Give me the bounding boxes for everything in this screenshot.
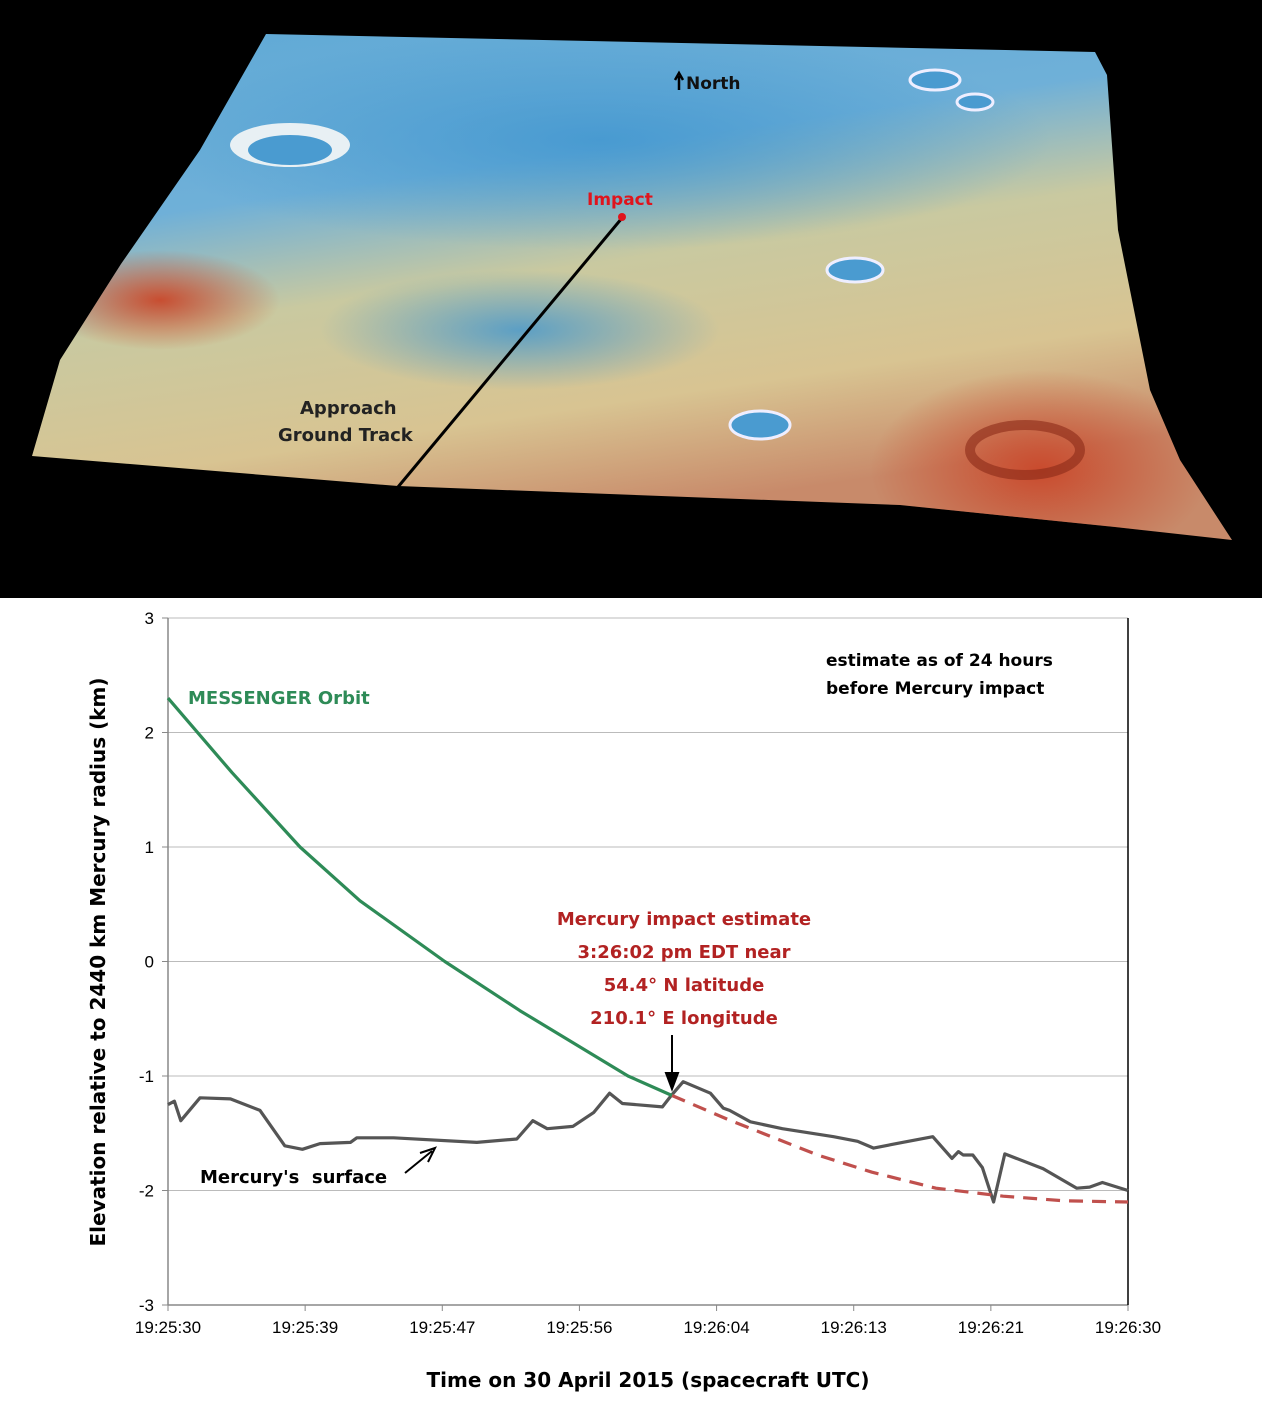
y-tick-label: 2 <box>145 724 154 743</box>
impact-label: Impact <box>587 190 653 210</box>
y-axis-title: Elevation relative to 2440 km Mercury ra… <box>86 677 110 1246</box>
impact-annotation-1: Mercury impact estimate <box>557 909 811 930</box>
y-tick-label: 3 <box>145 609 154 628</box>
track-label-line2: Ground Track <box>278 425 414 446</box>
x-tick-label: 19:26:21 <box>958 1318 1024 1337</box>
terrain-image: Impact North Approach Ground Track <box>0 0 1262 598</box>
x-tick-label: 19:25:39 <box>272 1318 338 1337</box>
y-tick-label: 0 <box>145 953 154 972</box>
impact-point-marker <box>618 213 626 221</box>
north-arrow-icon <box>673 70 685 90</box>
legend-messenger-orbit: MESSENGER Orbit <box>188 688 370 709</box>
terrain-svg: Impact North Approach Ground Track <box>32 34 1232 540</box>
track-label-line1: Approach <box>300 398 397 419</box>
impact-annotation-4: 210.1° E longitude <box>590 1008 778 1029</box>
x-tick-label: 19:26:04 <box>683 1318 749 1337</box>
north-label: North <box>686 74 741 94</box>
impact-arrow <box>664 1035 680 1092</box>
x-axis-title: Time on 30 April 2015 (spacecraft UTC) <box>427 1368 870 1392</box>
impact-annotation-3: 54.4° N latitude <box>604 975 765 996</box>
series-lines <box>166 697 1129 1204</box>
impact-annotation-2: 3:26:02 pm EDT near <box>577 942 790 963</box>
y-tick-label: -2 <box>139 1182 154 1201</box>
y-tick-label: 1 <box>145 838 154 857</box>
x-tick-labels: 19:25:30 19:25:39 19:25:47 19:25:56 19:26:04… <box>135 1305 1161 1337</box>
y-tick-label: -3 <box>139 1296 154 1315</box>
projected-orbit-dashed-line <box>671 1094 1129 1204</box>
x-tick-label: 19:25:47 <box>409 1318 475 1337</box>
y-tick-label: -1 <box>139 1067 154 1086</box>
x-tick-label: 19:25:56 <box>546 1318 612 1337</box>
x-tick-label: 19:26:30 <box>1095 1318 1161 1337</box>
surface-label: Mercury's surface <box>200 1167 387 1188</box>
messenger-orbit-line <box>166 697 673 1097</box>
annotation-line-1: estimate as of 24 hours <box>826 651 1053 671</box>
mercury-surface-line <box>167 1080 1129 1204</box>
surface-arrow <box>404 1146 437 1174</box>
y-tick-labels: 3 2 1 0 -1 -2 -3 <box>139 609 168 1315</box>
annotation-line-2: before Mercury impact <box>826 679 1044 699</box>
x-tick-label: 19:25:30 <box>135 1318 201 1337</box>
approach-ground-track <box>396 217 624 488</box>
elevation-chart: 3 2 1 0 -1 -2 -3 19:25:30 19:25:39 19:25:47 19:25… <box>0 598 1262 1400</box>
x-tick-label: 19:26:13 <box>821 1318 887 1337</box>
gridlines <box>168 617 1128 1191</box>
